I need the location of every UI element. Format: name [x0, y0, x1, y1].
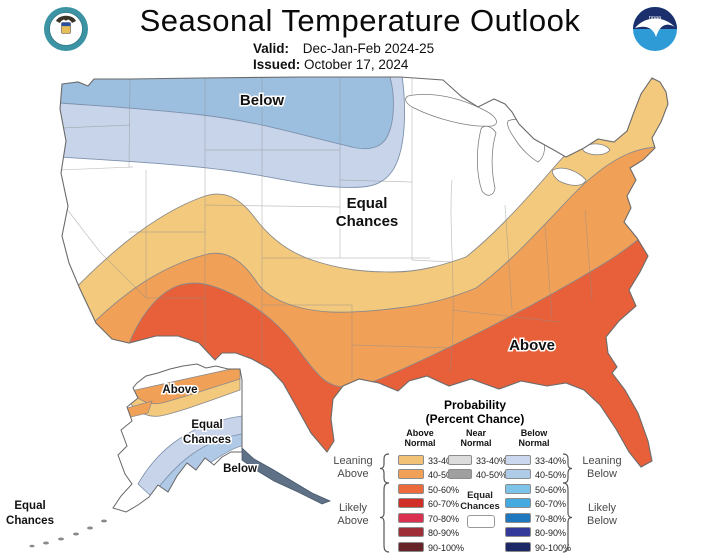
band-below-40 [60, 77, 394, 150]
pct-above-33: 33-40% [428, 456, 460, 466]
col-header-below: Below Normal [518, 428, 550, 448]
aleutian-islands [29, 519, 107, 548]
valid-line: Valid: Dec-Jan-Feb 2024-25 [253, 41, 434, 57]
state-borders [60, 78, 593, 380]
pct-below-80: 80-90% [535, 528, 567, 538]
nws-doc-seal-icon [44, 7, 88, 51]
swatch-above-80 [398, 527, 424, 537]
label-aleutian-equal-1: Equal [14, 500, 45, 512]
pct-above-70: 70-80% [428, 514, 460, 524]
brace-likely-below [562, 482, 573, 553]
issued-value: October 17, 2024 [304, 57, 409, 72]
swatch-above-33 [398, 455, 424, 465]
issued-label: Issued: [253, 57, 301, 72]
swatch-above-90 [398, 542, 424, 552]
noaa-wordmark: noaa [649, 15, 662, 21]
swatch-below-60 [505, 498, 531, 508]
pct-below-90: 90-100% [535, 543, 572, 553]
swatch-below-80 [505, 527, 531, 537]
col-header-above: Above Normal [404, 428, 436, 448]
equal-chances-legend-label: Equal Chances [460, 490, 500, 512]
label-likely-below: Likely Below [587, 502, 617, 527]
pct-above-60: 60-70% [428, 499, 460, 509]
pct-near-40: 40-50% [476, 470, 508, 480]
page-title: Seasonal Temperature Outlook [139, 3, 581, 38]
pct-above-40: 40-50% [428, 470, 460, 480]
noaa-seagull [635, 18, 675, 37]
alaska-panhandle [241, 447, 332, 505]
label-alaska-equal-2: Chances [183, 434, 231, 446]
swatch-below-90 [505, 542, 531, 552]
label-conus-below: Below [240, 92, 285, 109]
swatch-below-50 [505, 484, 531, 494]
swatch-below-33 [505, 455, 531, 465]
noaa-logo-icon: noaa [633, 7, 677, 51]
issued-line: Issued: October 17, 2024 [253, 57, 434, 73]
valid-issued-block: Valid: Dec-Jan-Feb 2024-25 Issued: Octob… [253, 41, 434, 73]
pct-below-60: 60-70% [535, 499, 567, 509]
pct-near-33: 33-40% [476, 456, 508, 466]
label-aleutian-equal-2: Chances [6, 515, 54, 527]
brace-likely-above [379, 482, 390, 553]
label-alaska-above: Above [162, 384, 197, 396]
ak-band-above-40 [130, 366, 241, 405]
label-conus-equal-2: Chances [336, 213, 399, 230]
swatch-near-40 [448, 469, 472, 479]
pct-below-70: 70-80% [535, 514, 567, 524]
pct-below-40: 40-50% [535, 470, 567, 480]
pct-above-50: 50-60% [428, 485, 460, 495]
pct-below-50: 50-60% [535, 485, 567, 495]
pct-above-80: 80-90% [428, 528, 460, 538]
probability-legend: Probability (Percent Chance) Above Norma… [330, 396, 630, 556]
label-alaska-equal-1: Equal [191, 419, 222, 431]
swatch-below-70 [505, 513, 531, 523]
equal-chances-swatch [467, 515, 495, 528]
swatch-near-33 [448, 455, 472, 465]
col-header-near: Near Normal [460, 428, 492, 448]
valid-value: Dec-Jan-Feb 2024-25 [302, 41, 435, 56]
swatch-below-40 [505, 469, 531, 479]
swatch-above-70 [398, 513, 424, 523]
swatch-above-60 [398, 498, 424, 508]
swatch-above-50 [398, 484, 424, 494]
valid-label: Valid: [253, 41, 290, 56]
pct-below-33: 33-40% [535, 456, 567, 466]
alaska-outline [112, 363, 243, 513]
pct-above-90: 90-100% [428, 543, 465, 553]
legend-title: Probability [443, 398, 506, 412]
label-alaska-below: Below [223, 463, 257, 475]
swatch-above-40 [398, 469, 424, 479]
label-conus-above: Above [509, 337, 555, 354]
seal-eagle [56, 15, 76, 23]
label-leaning-above: Leaning Above [333, 455, 373, 480]
label-leaning-below: Leaning Below [582, 455, 622, 480]
legend-subtitle: (Percent Chance) [425, 412, 525, 426]
brace-leaning-below [562, 453, 573, 484]
brace-leaning-above [379, 453, 390, 484]
label-conus-equal-1: Equal [347, 195, 388, 212]
conus-outline [59, 76, 669, 468]
label-likely-above: Likely Above [337, 502, 369, 527]
